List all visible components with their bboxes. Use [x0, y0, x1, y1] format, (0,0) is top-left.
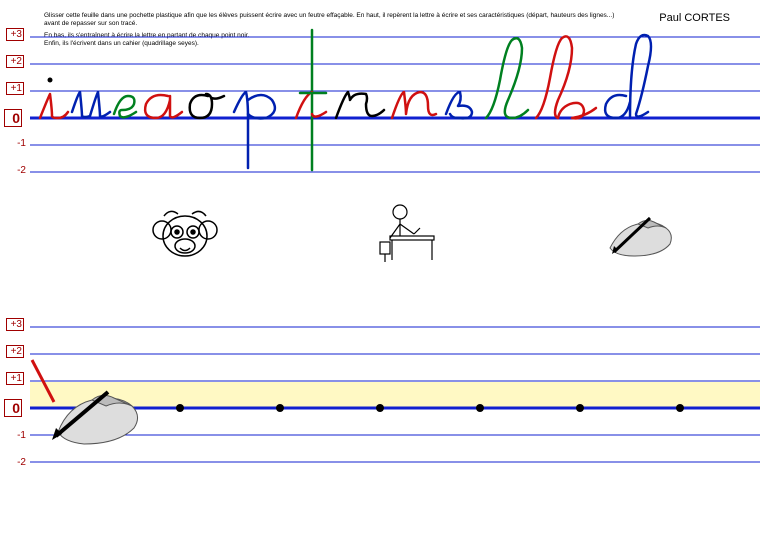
- start-dot: [176, 404, 184, 412]
- ruler-label-bottom-minus2: -2: [8, 457, 26, 468]
- ruler-label-bottom-zero: 0: [4, 399, 22, 417]
- hand-writing-large-icon: [38, 370, 158, 455]
- ruler-label-top-plus3: +3: [6, 28, 24, 41]
- letter-a: [145, 95, 182, 118]
- letter-l: [486, 38, 528, 118]
- letter-i: [40, 94, 68, 118]
- ruler-label-top-minus2: -2: [8, 165, 26, 176]
- hand-writing-icon: [600, 198, 695, 263]
- letter-d: [605, 35, 651, 118]
- ruler-label-top-zero: 0: [4, 109, 22, 127]
- start-dot: [676, 404, 684, 412]
- letter-e: [114, 96, 136, 117]
- ruler-label-top-plus2: +2: [6, 55, 24, 68]
- ruler-label-bottom-plus3: +3: [6, 318, 24, 331]
- worksheet: Glisser cette feuille dans une pochette …: [0, 0, 760, 537]
- letter-s: [446, 92, 472, 118]
- start-dot: [376, 404, 384, 412]
- monkey-face-icon: [150, 198, 220, 268]
- letter-n: [392, 92, 436, 118]
- ruler-label-bottom-plus1: +1: [6, 372, 24, 385]
- ruler-label-top-plus1: +1: [6, 82, 24, 95]
- ruler-label-top-minus1: -1: [8, 138, 26, 149]
- letter-o: [190, 94, 224, 118]
- letter-p: [234, 92, 275, 168]
- child-at-desk-icon: [370, 198, 445, 268]
- letter-u: [72, 92, 110, 117]
- letter-t: [296, 30, 326, 170]
- ruling-and-letters-svg: [0, 0, 760, 537]
- start-dot: [276, 404, 284, 412]
- start-dot: [476, 404, 484, 412]
- letter-b: [536, 36, 596, 118]
- letter-r: [336, 92, 384, 118]
- start-dot: [576, 404, 584, 412]
- ruler-label-bottom-plus2: +2: [6, 345, 24, 358]
- ruler-label-bottom-minus1: -1: [8, 430, 26, 441]
